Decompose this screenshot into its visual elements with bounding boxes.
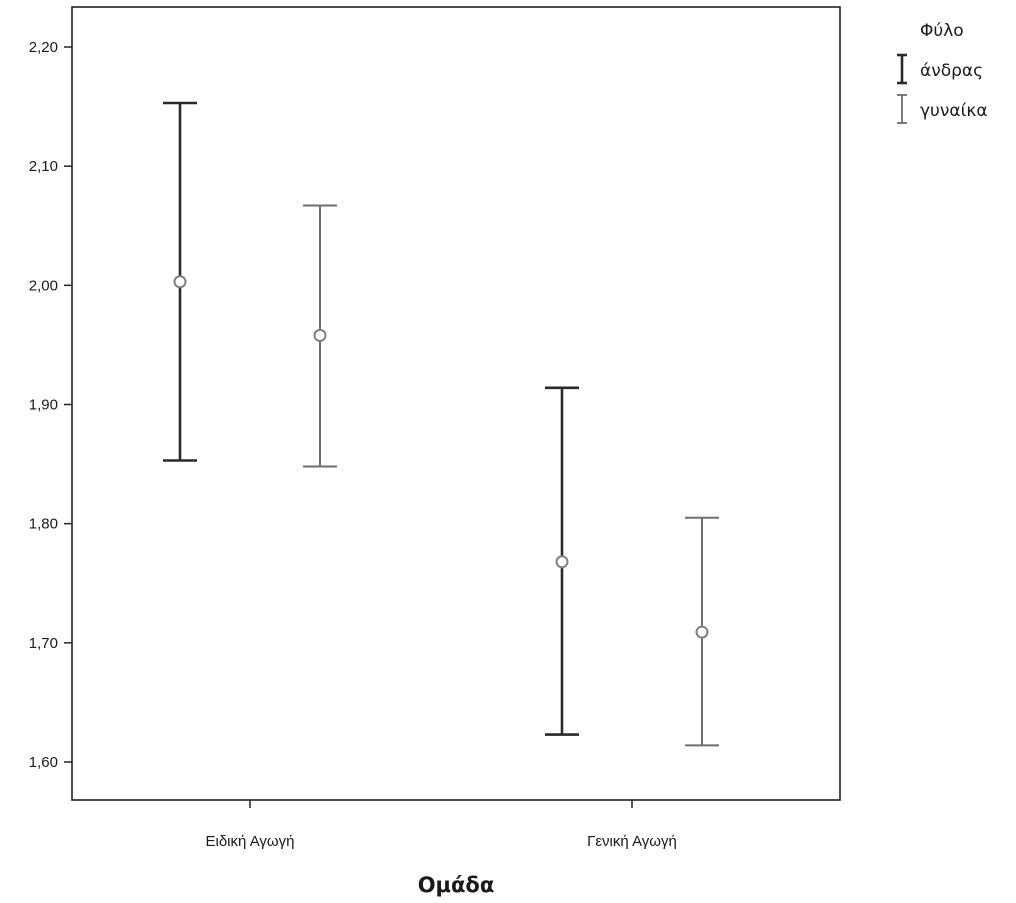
y-tick-label: 2,00 (29, 277, 58, 294)
x-axis-title: Ομάδα (418, 873, 495, 897)
mean-marker (695, 625, 709, 639)
x-category-label: Ειδική Αγωγή (206, 833, 295, 850)
legend-label: άνδρας (920, 61, 983, 81)
y-tick-label: 1,60 (29, 754, 58, 771)
plot-frame (71, 6, 841, 801)
error-bars (163, 101, 719, 747)
y-tick-label: 1,70 (29, 635, 58, 652)
mean-marker (555, 555, 569, 569)
legend-title: Φύλο (920, 21, 964, 41)
mean-marker (173, 275, 187, 289)
y-tick-label: 2,10 (29, 158, 58, 175)
x-category-label: Γενική Αγωγή (587, 833, 677, 850)
y-axis: 1,60 1,70 1,80 1,90 2,00 2,10 2,20 (29, 39, 72, 771)
legend-label: γυναίκα (920, 101, 988, 121)
legend: Φύλο άνδρας γυναίκα (897, 21, 988, 124)
mean-marker (313, 328, 327, 342)
y-tick-label: 1,80 (29, 516, 58, 533)
x-axis: Ειδική Αγωγή Γενική Αγωγή (206, 800, 677, 850)
y-tick-label: 2,20 (29, 39, 58, 56)
y-tick-label: 1,90 (29, 397, 58, 414)
